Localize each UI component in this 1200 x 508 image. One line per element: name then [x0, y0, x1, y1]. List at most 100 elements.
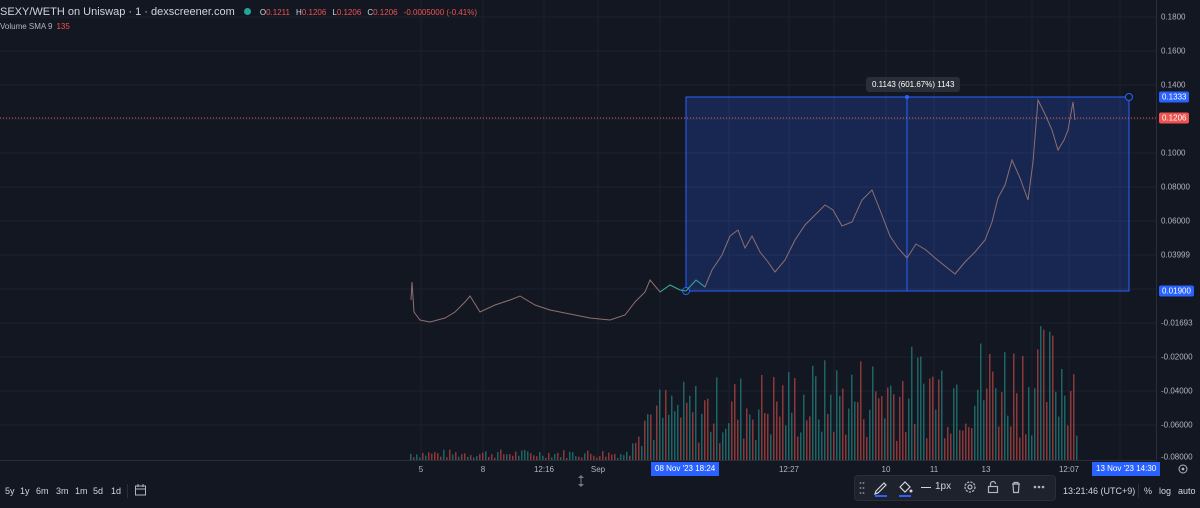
volume-bar — [956, 384, 958, 460]
resize-handle-icon[interactable] — [576, 474, 586, 488]
range-3m[interactable]: 3m — [56, 486, 69, 496]
volume-bar — [464, 453, 466, 460]
volume-bar — [878, 398, 880, 460]
volume-bar — [803, 394, 805, 460]
volume-bar — [815, 376, 817, 460]
auto-toggle[interactable]: auto — [1178, 486, 1196, 496]
range-1d[interactable]: 1d — [111, 486, 122, 496]
volume-bar — [458, 456, 460, 460]
volume-bar — [887, 387, 889, 460]
volume-bar — [584, 453, 586, 460]
volume-bar — [698, 442, 700, 460]
log-toggle[interactable]: log — [1159, 486, 1172, 496]
pencil-icon[interactable] — [873, 479, 889, 497]
price-tick: -0.08000 — [1161, 452, 1193, 462]
volume-bar — [728, 423, 730, 460]
clock[interactable]: 13:21:46 (UTC+9) — [1063, 486, 1136, 496]
volume-bar — [578, 456, 580, 460]
unlock-icon[interactable] — [986, 480, 1000, 494]
percent-toggle[interactable]: % — [1144, 486, 1153, 496]
calendar-range-icon[interactable] — [134, 483, 148, 497]
trash-icon[interactable] — [1009, 480, 1023, 494]
time-tick: 12:16 — [533, 465, 555, 474]
range-divider — [127, 484, 128, 498]
time-tick: 11 — [929, 465, 939, 474]
range-1y[interactable]: 1y — [20, 486, 30, 496]
volume-bar — [1010, 426, 1012, 460]
volume-bar — [410, 453, 412, 460]
volume-bar — [695, 385, 697, 460]
volume-bar — [800, 432, 802, 460]
volume-bar — [491, 454, 493, 460]
range-5d[interactable]: 5d — [93, 486, 104, 496]
volume-bar — [650, 414, 652, 460]
volume-bar — [929, 378, 931, 460]
volume-bar — [563, 450, 565, 460]
volume-bar — [746, 408, 748, 460]
price-tick: 0.03999 — [1161, 250, 1190, 260]
time-tick: Sep — [590, 465, 606, 474]
volume-bar — [674, 411, 676, 460]
volume-bar — [1019, 437, 1021, 460]
volume-bar — [605, 456, 607, 460]
time-axis[interactable]: 5 8 12:16 Sep 12:27 10 11 13 12:07 08 No… — [0, 460, 1161, 478]
chart-area[interactable]: SEXY/WETH on Uniswap · 1 · dexscreener.c… — [0, 0, 1156, 460]
volume-bar — [617, 458, 619, 460]
volume-bar — [806, 420, 808, 460]
volume-bar — [971, 428, 973, 460]
volume-bar — [863, 419, 865, 460]
volume-bar — [1004, 352, 1006, 460]
volume-bar — [461, 454, 463, 460]
volume-bar — [416, 454, 418, 460]
close-label: C — [367, 8, 374, 17]
volume-bar — [665, 390, 667, 460]
drag-handle-icon[interactable] — [859, 481, 865, 495]
volume-bar — [995, 388, 997, 460]
gear-icon[interactable] — [963, 480, 977, 494]
high-label: H — [296, 8, 302, 17]
price-line-up-segment — [659, 279, 706, 293]
line-width-icon — [921, 487, 931, 488]
line-width-label[interactable]: 1px — [935, 481, 952, 492]
price-chart[interactable] — [0, 0, 1156, 460]
volume-bar — [425, 455, 427, 460]
volume-bar — [935, 409, 937, 460]
volume-bar — [1055, 391, 1057, 460]
clock-divider — [1138, 484, 1139, 498]
volume-bar — [836, 370, 838, 460]
volume-bar — [536, 456, 538, 460]
symbol-title: SEXY/WETH on Uniswap · 1 · dexscreener.c… — [0, 6, 235, 18]
volume-bar — [647, 414, 649, 460]
volume-bar — [488, 456, 490, 460]
fill-icon[interactable] — [897, 479, 913, 497]
volume-bar — [794, 378, 796, 460]
volume-bar — [623, 455, 625, 460]
volume-bar — [1043, 329, 1045, 460]
volume-bar — [575, 456, 577, 460]
volume-bar — [515, 451, 517, 460]
volume-bar — [449, 449, 451, 460]
more-icon[interactable] — [1032, 480, 1046, 494]
volume-bar — [569, 451, 571, 460]
volume-bar — [1040, 326, 1042, 460]
volume-bar — [923, 383, 925, 460]
volume-bar — [518, 455, 520, 460]
volume-label: Volume SMA 9 — [0, 22, 53, 31]
range-1m[interactable]: 1m — [75, 486, 88, 496]
volume-bar — [644, 420, 646, 460]
volume-bar — [437, 453, 439, 460]
volume-bar — [845, 434, 847, 460]
volume-bar — [755, 440, 757, 460]
range-6m[interactable]: 6m — [36, 486, 49, 496]
volume-bar — [521, 450, 523, 460]
price-tick: 0.06000 — [1161, 216, 1190, 226]
volume-bar — [479, 453, 481, 460]
volume-bar — [773, 377, 775, 460]
volume-bar — [839, 396, 841, 460]
price-axis[interactable]: 0.1800 0.1600 0.1400 0.1000 0.08000 0.06… — [1156, 0, 1200, 462]
volume-bar — [968, 427, 970, 460]
volume-bar — [446, 457, 448, 460]
volume-bar — [857, 402, 859, 460]
range-5y[interactable]: 5y — [5, 486, 15, 496]
settings-icon[interactable] — [1177, 463, 1189, 475]
